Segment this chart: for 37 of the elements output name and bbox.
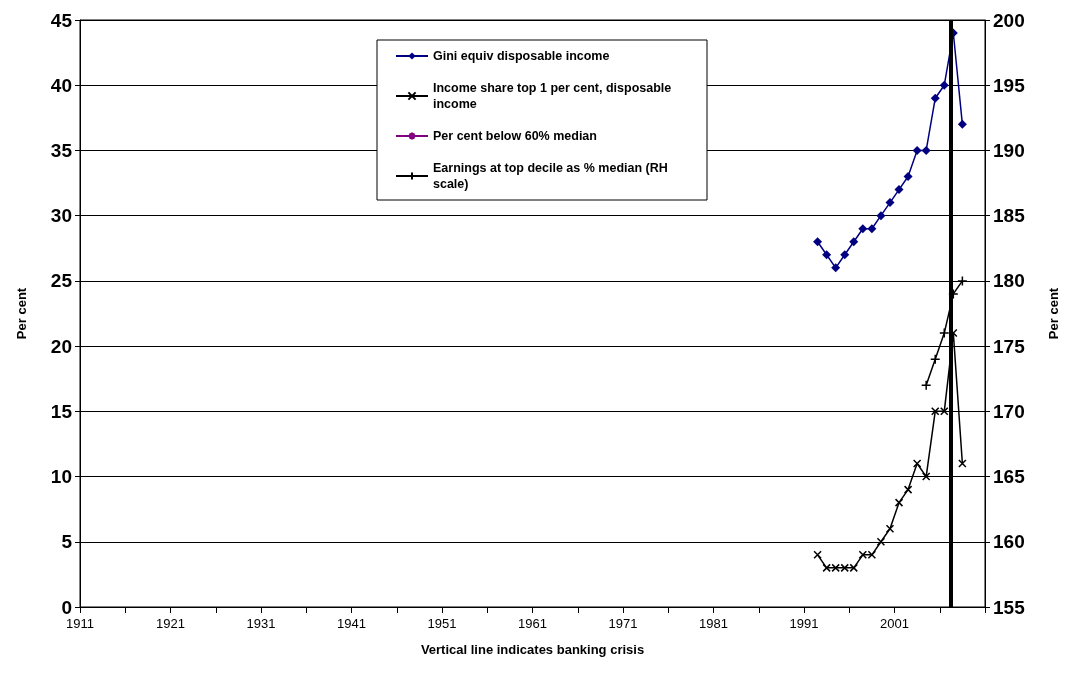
x-tick-label: 2001 — [880, 616, 909, 631]
y-tick-label: 30 — [50, 205, 72, 227]
x-tick-label: 1941 — [337, 616, 366, 631]
y2-tick-label: 190 — [993, 139, 1025, 161]
y2-tick-label: 165 — [993, 466, 1026, 488]
x-tick-label: 1931 — [246, 616, 276, 631]
x-tick-label: 1991 — [789, 616, 819, 631]
x-axis-title: Vertical line indicates banking crisis — [420, 642, 645, 657]
x-tick-label: 1951 — [427, 616, 457, 631]
y2-tick-label: 180 — [993, 270, 1025, 292]
y2-tick-label: 155 — [993, 596, 1026, 618]
y-tick-label: 25 — [50, 270, 73, 292]
y-tick-label: 20 — [50, 335, 72, 357]
y-tick-label: 40 — [50, 74, 72, 96]
x-tick-label: 1981 — [699, 616, 728, 631]
x-tick-label: 1961 — [518, 616, 547, 631]
y2-tick-label: 200 — [993, 9, 1025, 31]
legend-label: Gini equiv disposable income — [433, 49, 610, 63]
y-axis-title: Per cent — [14, 287, 29, 340]
y-tick-label: 35 — [50, 139, 73, 161]
y2-tick-label: 160 — [993, 531, 1025, 553]
x-tick-label: 1971 — [608, 616, 638, 631]
y2-tick-label: 175 — [993, 335, 1026, 357]
y-tick-label: 10 — [50, 466, 72, 488]
y2-tick-label: 195 — [993, 74, 1026, 96]
y-tick-label: 0 — [61, 596, 72, 618]
y2-axis-title: Per cent — [1046, 287, 1061, 340]
y-tick-label: 45 — [50, 9, 73, 31]
y-tick-label: 5 — [61, 531, 73, 553]
legend-label: Per cent below 60% median — [433, 129, 597, 143]
y2-tick-label: 185 — [993, 205, 1026, 227]
y2-tick-label: 170 — [993, 400, 1025, 422]
legend-label: Income share top 1 per cent, disposable income — [433, 81, 675, 111]
x-tick-label: 1911 — [66, 616, 94, 631]
x-tick-label: 1921 — [156, 616, 185, 631]
y-tick-label: 15 — [50, 400, 73, 422]
legend-label: Earnings at top decile as % median (RH scale) — [433, 161, 672, 191]
